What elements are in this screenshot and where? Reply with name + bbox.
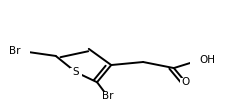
Text: Br: Br xyxy=(102,91,114,101)
Text: O: O xyxy=(181,77,190,87)
Text: S: S xyxy=(72,67,79,77)
FancyBboxPatch shape xyxy=(10,46,30,55)
FancyBboxPatch shape xyxy=(70,68,82,77)
FancyBboxPatch shape xyxy=(98,92,118,101)
FancyBboxPatch shape xyxy=(180,78,191,87)
FancyBboxPatch shape xyxy=(190,55,210,64)
Text: OH: OH xyxy=(200,55,216,65)
Text: Br: Br xyxy=(9,46,20,56)
